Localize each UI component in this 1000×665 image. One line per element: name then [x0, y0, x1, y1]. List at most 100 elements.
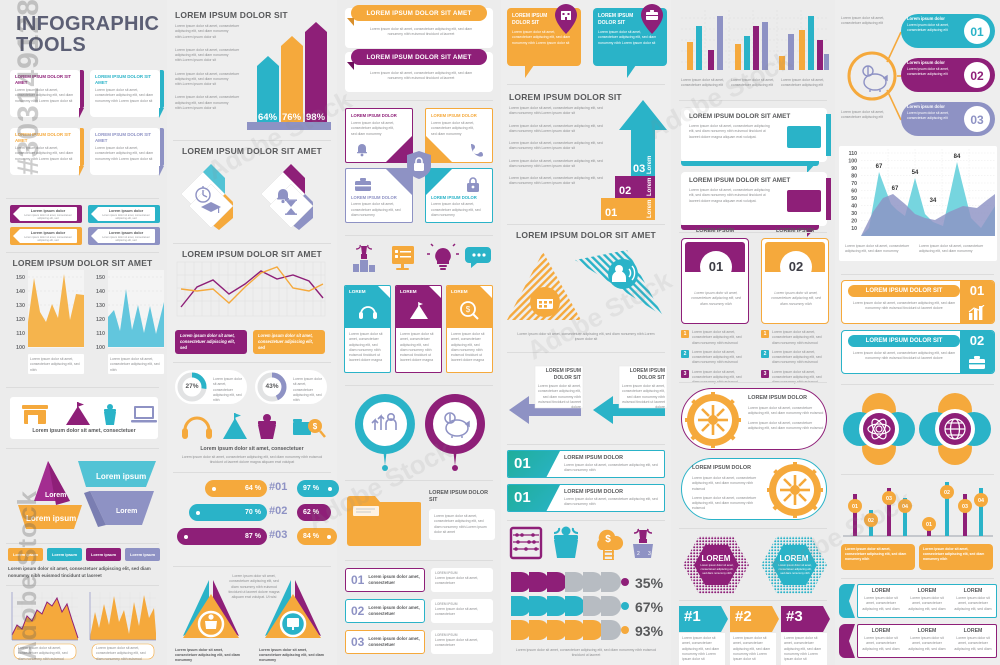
gear-icon: [685, 392, 741, 448]
rank-bar-right[interactable]: 84 %: [297, 528, 337, 545]
svg-text:2: 2: [637, 551, 640, 557]
speech-card[interactable]: LOREM IPSUM DOLOR SIT AMET Lorem ipsum d…: [10, 128, 84, 176]
speech-card[interactable]: LOREM IPSUM DOLOR SIT AMET Lorem ipsum d…: [90, 128, 164, 176]
pin-body: Lorem ipsum dolor sit amet, consectetuer…: [512, 30, 571, 45]
speech-card[interactable]: LOREM IPSUM DOLOR SIT AMET Lorem ipsum d…: [10, 70, 84, 118]
piggy-bank-icon: [444, 412, 470, 438]
arrow-chip[interactable]: Lorem ipsum dolor Lorem ipsum dolor sit …: [10, 205, 82, 223]
pictogram-caption: Lorem ipsum dolor sit amet, consectetuer…: [515, 648, 657, 658]
speech-box[interactable]: LOREM IPSUM DOLOR SIT AMET Lorem ipsum d…: [681, 108, 831, 173]
grouped-bar-chart: [679, 8, 829, 74]
mini-list-item[interactable]: 1 Lorem ipsum dolor sit amet, consectetu…: [761, 330, 829, 346]
pin-card[interactable]: LOREM IPSUM DOLOR SIT Lorem ipsum dolor …: [593, 4, 667, 78]
arrow-chip[interactable]: Lorem ipsum dolor Lorem ipsum dolor sit …: [88, 227, 160, 245]
list-text: Lorem ipsum dolor sit amet, consectetuer…: [772, 330, 822, 345]
banner[interactable]: LOREM IPSUM DOLOR SIT AMET Lorem ipsum d…: [345, 49, 493, 92]
arrow-chip[interactable]: Lorem ipsum dolor Lorem ipsum dolor sit …: [10, 227, 82, 245]
rank-tag[interactable]: #1 Lorem ipsum dolor sit amet, consectet…: [679, 606, 728, 665]
icon-row: [347, 242, 493, 274]
fold-card[interactable]: LOREM Lorem ipsum dolor sit amet, consec…: [344, 285, 391, 373]
gear-card[interactable]: LOREM IPSUM DOLOR Lorem ipsum dolor sit …: [681, 458, 827, 520]
arrow-chip[interactable]: Lorem ipsum dolor Lorem ipsum dolor sit …: [88, 205, 160, 223]
tag-chip[interactable]: Lorem ipsum: [125, 548, 160, 561]
quad-card[interactable]: LOREM IPSUM DOLOR Lorem ipsum dolor sit …: [345, 168, 413, 223]
card-title: LOREM IPSUM DOLOR SIT AMET: [95, 74, 152, 85]
arrow-bar-chart: 64% 76% 98%: [245, 18, 331, 130]
number-card[interactable]: 01 Lorem ipsum dolor sit amet, consectet…: [681, 238, 749, 324]
donut-card[interactable]: 27% Lorem ipsum dolor sit amet, consecte…: [175, 370, 247, 404]
tag-chip[interactable]: Lorem ipsum: [8, 548, 43, 561]
legend-box[interactable]: Lorem ipsum dolor sit amet, consectetuer…: [175, 330, 247, 354]
quad-card[interactable]: LOREM IPSUM DOLOR Lorem ipsum dolor sit …: [345, 108, 413, 163]
card-title: LOREM IPSUM DOLOR SIT AMET: [15, 74, 72, 85]
tail: [159, 108, 164, 118]
rank-tag[interactable]: #3 Lorem ipsum dolor sit amet, consectet…: [781, 606, 830, 665]
mini-list-item[interactable]: 1 Lorem ipsum dolor sit amet, consectetu…: [681, 330, 749, 346]
arrow-card[interactable]: LOREM IPSUM DOLOR SIT Lorem ipsum dolor …: [507, 358, 585, 436]
svg-text:35%: 35%: [635, 575, 663, 591]
rank-bar-left[interactable]: 87 %: [177, 528, 267, 545]
hexagon-body: Lorem ipsum dolor sit amet, consectetuer…: [778, 564, 812, 575]
col-body: Lorem ipsum dolor sit amet, consectetuer…: [908, 636, 946, 651]
mini-list-item[interactable]: 2 Lorem ipsum dolor sit amet, consectetu…: [681, 349, 749, 366]
rank-bar-right[interactable]: 62 %: [297, 504, 331, 521]
piggy-bank-icon: [862, 65, 888, 92]
svg-text:100: 100: [16, 345, 25, 351]
quad-card[interactable]: LOREM IPSUM DOLOR Lorem ipsum dolor sit …: [425, 108, 493, 163]
ribbon-row[interactable]: 01 LOREM IPSUM DOLOR SIT Lorem ipsum dol…: [841, 280, 995, 324]
fold-card[interactable]: LOREM Lorem ipsum dolor sit amet, consec…: [395, 285, 442, 373]
pin-card[interactable]: LOREM IPSUM DOLOR SIT Lorem ipsum dolor …: [507, 4, 581, 78]
folder-body: Lorem ipsum dolor sit amet, consectetuer…: [434, 514, 487, 534]
svg-text:60: 60: [851, 189, 857, 195]
list-text: Lorem ipsum dolor sit amet, consectetuer…: [692, 349, 742, 365]
number-card[interactable]: 02 Lorem ipsum dolor sit amet, consectet…: [761, 238, 829, 324]
tag-label: Lorem ipsum: [90, 552, 117, 557]
rank-bar-left[interactable]: 70 %: [189, 504, 267, 521]
tag-chip[interactable]: Lorem ipsum: [47, 548, 82, 561]
speech-box[interactable]: LOREM IPSUM DOLOR SIT AMET Lorem ipsum d…: [681, 172, 831, 237]
speech-card[interactable]: LOREM IPSUM DOLOR SIT AMET Lorem ipsum d…: [90, 70, 164, 118]
hub-title: Lorem ipsum dolor: [907, 60, 945, 65]
dot: [212, 486, 216, 491]
slider-caption[interactable]: Lorem ipsum dolor sit amet, consectetuer…: [919, 544, 993, 570]
slider-caption[interactable]: Lorem ipsum dolor sit amet, consectetuer…: [841, 544, 915, 570]
globe-icon: [944, 418, 966, 440]
paragraph: Lorem ipsum dolor sit amet, consectetuer…: [509, 141, 603, 151]
gear-card[interactable]: LOREM IPSUM DOLOR Lorem ipsum dolor sit …: [681, 388, 827, 450]
tag-chip[interactable]: Lorem ipsum: [86, 548, 121, 561]
rank-bar-left[interactable]: 64 %: [205, 480, 267, 497]
rank-tag[interactable]: #2 Lorem ipsum dolor sit amet, consectet…: [730, 606, 779, 665]
section-title: LOREM IPSUM DOLOR SIT: [509, 92, 622, 102]
number-banner[interactable]: 01 LOREM IPSUM DOLOR Lorem ipsum dolor s…: [507, 450, 665, 478]
arrow-card[interactable]: LOREM IPSUM DOLOR SIT Lorem ipsum dolor …: [591, 358, 669, 436]
gear-card-title: LOREM IPSUM DOLOR: [748, 395, 807, 401]
step-side-label: Lorem: [647, 200, 653, 218]
triangle-pair: Lorem ipsum dolor sit amet, consectetuer…: [171, 572, 333, 650]
chip-body: Lorem ipsum dolor sit amet, consectetuer…: [24, 235, 72, 243]
chip-title: Lorem ipsum dolor: [30, 230, 66, 235]
mini-list-item[interactable]: 2 Lorem ipsum dolor sit amet, consectetu…: [761, 349, 829, 366]
rank-bar-right[interactable]: 97 %: [297, 480, 339, 497]
list-number: 1: [761, 330, 769, 338]
marker-number: 02: [868, 518, 874, 524]
chip-body: Lorem ipsum dolor sit amet, consectetuer…: [102, 235, 150, 243]
legend-box[interactable]: Lorem ipsum dolor sit amet, consectetuer…: [253, 330, 325, 354]
svg-text:130: 130: [96, 303, 105, 309]
ribbon-row[interactable]: 02 LOREM IPSUM DOLOR SIT Lorem ipsum dol…: [841, 330, 995, 374]
donut-value: 27%: [185, 383, 199, 390]
speech-body: Lorem ipsum dolor sit amet, consectetuer…: [689, 124, 770, 139]
donut-card[interactable]: 43% Lorem ipsum dolor sit amet, consecte…: [255, 370, 327, 404]
gear-card-body: Lorem ipsum dolor sit amet, consectetuer…: [692, 476, 757, 491]
briefcase-icon: [641, 4, 663, 34]
banner[interactable]: LOREM IPSUM DOLOR SIT AMET Lorem ipsum d…: [345, 5, 493, 48]
headphones-icon: [359, 306, 377, 319]
series-purple: [180, 270, 324, 308]
pictogram-row-35: 35%: [511, 572, 663, 592]
number-banner[interactable]: 01 LOREM IPSUM DOLOR Lorem ipsum dolor s…: [507, 484, 665, 512]
quad-card[interactable]: LOREM IPSUM DOLOR Lorem ipsum dolor sit …: [425, 168, 493, 223]
laptop-icon: [131, 406, 157, 423]
fold-card[interactable]: LOREM $ Lorem ipsum dolor sit amet, cons…: [446, 285, 493, 373]
section-title: LOREM IPSUM DOLOR SIT AMET: [182, 146, 322, 156]
svg-text:20: 20: [851, 219, 857, 225]
